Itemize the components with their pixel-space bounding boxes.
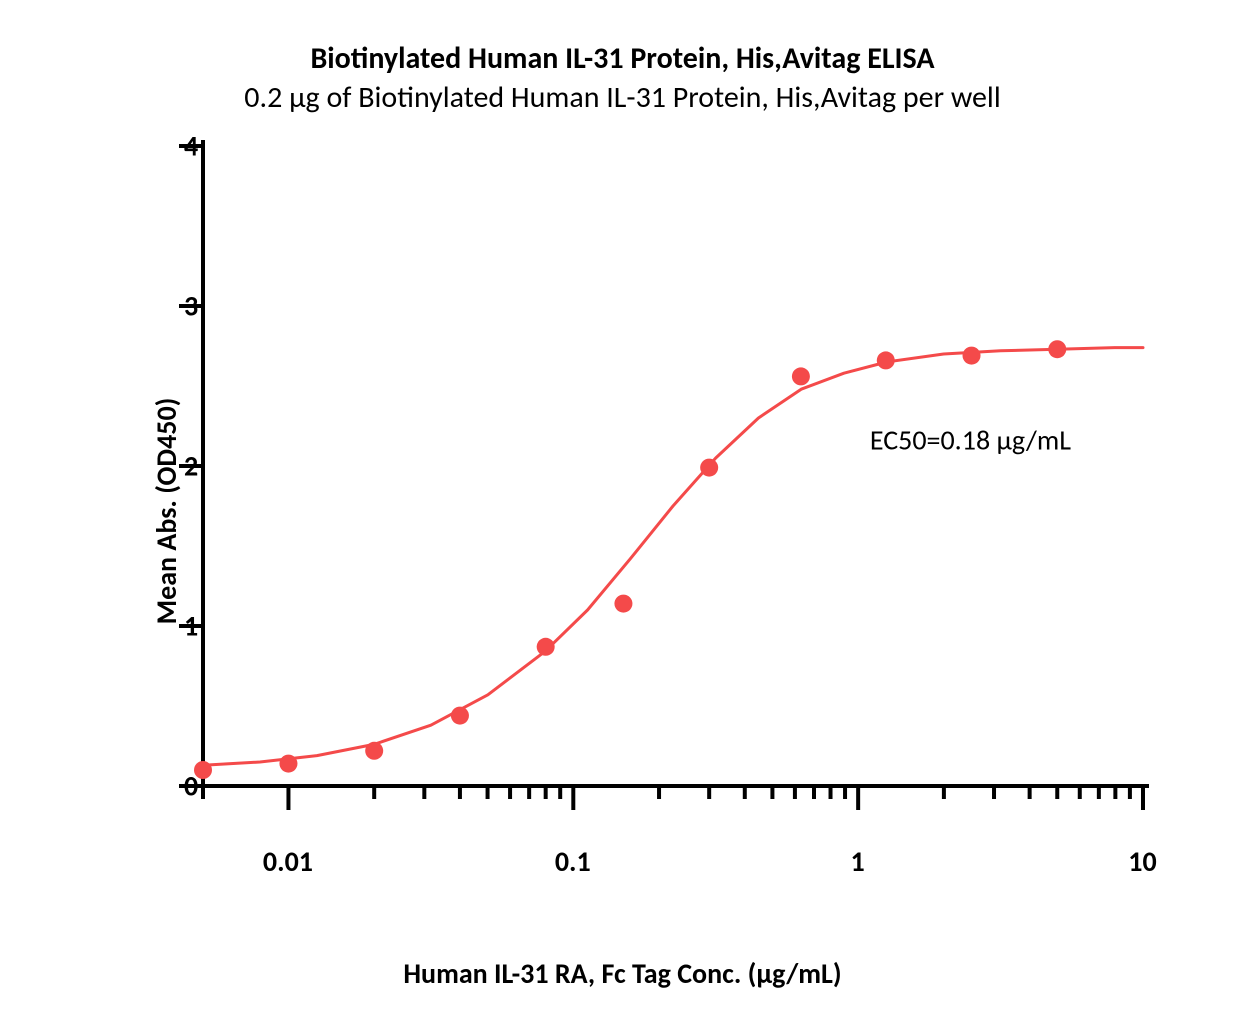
y-tick-label: 1 bbox=[184, 609, 198, 644]
y-tick-label: 3 bbox=[184, 289, 198, 324]
y-tick-label: 2 bbox=[184, 449, 198, 484]
title-block: Biotinylated Human IL-31 Protein, His,Av… bbox=[0, 40, 1245, 116]
ec50-annotation: EC50=0.18 μg/mL bbox=[870, 423, 1071, 458]
plot-area: Mean Abs. (OD450) Human IL-31 RA, Fc Tag… bbox=[93, 136, 1153, 886]
y-tick-label: 0 bbox=[184, 769, 198, 804]
x-tick-label: 0.1 bbox=[555, 844, 591, 879]
chart-subtitle: 0.2 μg of Biotinylated Human IL-31 Prote… bbox=[0, 79, 1245, 116]
plot-svg bbox=[93, 136, 1153, 886]
x-tick-label: 1 bbox=[851, 844, 865, 879]
x-axis-label: Human IL-31 RA, Fc Tag Conc. (μg/mL) bbox=[403, 956, 841, 991]
x-tick-label: 0.01 bbox=[263, 844, 313, 879]
chart-container: Biotinylated Human IL-31 Protein, His,Av… bbox=[0, 40, 1245, 886]
chart-title: Biotinylated Human IL-31 Protein, His,Av… bbox=[0, 40, 1245, 77]
y-tick-label: 4 bbox=[184, 129, 198, 164]
x-tick-label: 10 bbox=[1128, 844, 1156, 879]
